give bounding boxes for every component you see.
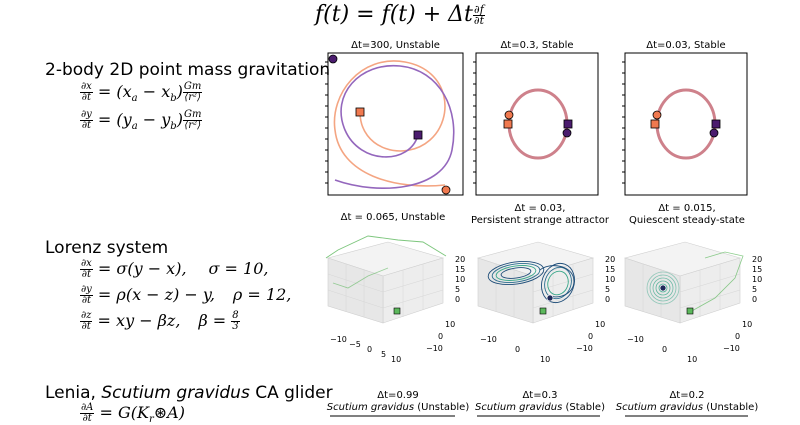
fixed-point <box>659 284 667 292</box>
lorenz-eq-y: ∂y ∂t = ρ(x − z) − y, ρ = 12, <box>80 284 292 306</box>
y-tick: 10 <box>445 320 455 329</box>
gravity-panel-1 <box>325 52 464 196</box>
y-tick-labels: 10 0 −10 <box>426 320 455 353</box>
end-point <box>546 294 554 302</box>
z-tick: 20 <box>605 255 615 264</box>
strange-attractor <box>487 260 575 304</box>
z-tick: 0 <box>605 295 610 304</box>
panel-frame <box>475 52 599 196</box>
x-tick: −10 <box>480 335 497 344</box>
body-circle-a <box>652 110 662 120</box>
x-tick: −5 <box>349 340 361 349</box>
x-tick: −10 <box>330 335 347 344</box>
axes-box <box>326 241 445 324</box>
body-square-a <box>355 107 365 117</box>
panel-frame <box>624 52 748 196</box>
body-square-a <box>650 119 660 129</box>
gravity-title: 2-body 2D point mass gravitation <box>45 60 331 80</box>
z-tick: 5 <box>605 285 610 294</box>
start-point <box>539 307 547 315</box>
body-circle-b <box>328 54 338 64</box>
gravity-panel-title-1: Δt=300, Unstable <box>351 40 440 51</box>
body-square-b <box>563 119 573 129</box>
gravity-eq-x: ∂x ∂t = (xa − xb) Gm ⟨r²⟩ <box>80 81 203 105</box>
axis-ticks <box>325 61 328 184</box>
body-circle-b <box>709 128 719 138</box>
body-circle-b <box>562 128 572 138</box>
lorenz-panel-2: 20 15 10 5 0 10 0 −10 −10 0 10 <box>476 241 615 364</box>
trajectory-approach <box>689 251 744 313</box>
x-tick: 0 <box>515 345 520 354</box>
z-tick: 10 <box>752 275 762 284</box>
x-tick-labels: −10 −5 0 5 10 <box>330 335 401 364</box>
z-tick: 15 <box>605 265 615 274</box>
start-point <box>393 307 401 315</box>
lenia-title: Lenia, Scutium gravidus CA glider <box>45 383 333 403</box>
lorenz-panel-title-2: Δt = 0.03, Persistent strange attractor <box>471 203 609 226</box>
y-tick: 0 <box>588 332 593 341</box>
main-equation: f(t) = f(t) + Δt ∂f ∂t <box>315 2 485 27</box>
body-circle-a <box>504 110 514 120</box>
y-tick: −10 <box>576 344 593 353</box>
z-tick: 10 <box>605 275 615 284</box>
gravity-panel-title-2: Δt=0.3, Stable <box>500 40 574 51</box>
body-square-b <box>413 130 423 140</box>
start-point <box>686 307 694 315</box>
gravity-panel-3 <box>622 52 748 196</box>
y-tick: 0 <box>438 332 443 341</box>
orbit-path-purple <box>334 64 455 189</box>
z-tick: 0 <box>455 295 460 304</box>
x-tick: 10 <box>540 355 550 364</box>
z-tick: 20 <box>752 255 762 264</box>
gravity-panel-title-3: Δt=0.03, Stable <box>646 40 726 51</box>
steady-state-spiral <box>646 271 680 305</box>
lorenz-panel-title-3: Δt = 0.015, Quiescent steady-state <box>629 203 745 226</box>
x-tick: −10 <box>627 335 644 344</box>
y-tick: −10 <box>723 344 740 353</box>
y-tick: 10 <box>742 320 752 329</box>
lorenz-eq-x: ∂x ∂t = σ(y − x), σ = 10, <box>80 258 269 280</box>
y-tick: 0 <box>735 332 740 341</box>
z-tick: 20 <box>455 255 465 264</box>
trajectory-unstable <box>325 235 447 259</box>
x-tick: 10 <box>687 355 697 364</box>
panel-frame <box>327 52 464 196</box>
z-tick: 0 <box>752 295 757 304</box>
z-tick: 10 <box>455 275 465 284</box>
body-square-b <box>711 119 721 129</box>
gravity-eq-y: ∂y ∂t = (ya − yb) Gm ⟨r²⟩ <box>80 109 203 133</box>
z-tick: 15 <box>455 265 465 274</box>
z-tick: 5 <box>455 285 460 294</box>
x-tick: 5 <box>381 350 386 359</box>
trajectory-unstable-2 <box>332 267 389 289</box>
lorenz-panel-3: 20 15 10 5 0 10 0 −10 −10 0 10 <box>623 241 762 364</box>
lorenz-panel-title-1: Δt = 0.065, Unstable <box>340 212 446 223</box>
y-tick: 10 <box>595 320 605 329</box>
y-tick: −10 <box>426 344 443 353</box>
lorenz-panel-1: 20 15 10 5 0 10 0 −10 −10 −5 0 5 10 <box>325 235 465 364</box>
z-tick: 15 <box>752 265 762 274</box>
lenia-panel-title-3: Δt=0.2 Scutium gravidus (Unstable) <box>615 390 759 413</box>
x-tick: 10 <box>391 355 401 364</box>
z-tick-labels: 20 15 10 5 0 <box>455 255 465 304</box>
x-tick: 0 <box>662 345 667 354</box>
lenia-panel-title-1: Δt=0.99 Scutium gravidus (Unstable) <box>326 390 470 413</box>
z-tick: 5 <box>752 285 757 294</box>
body-square-a <box>503 119 513 129</box>
lorenz-title: Lorenz system <box>45 238 169 258</box>
gravity-panel-2 <box>473 52 599 196</box>
body-circle-a <box>441 185 451 195</box>
lenia-panel-title-2: Δt=0.3 Scutium gravidus (Stable) <box>475 390 605 413</box>
x-tick: 0 <box>367 345 372 354</box>
